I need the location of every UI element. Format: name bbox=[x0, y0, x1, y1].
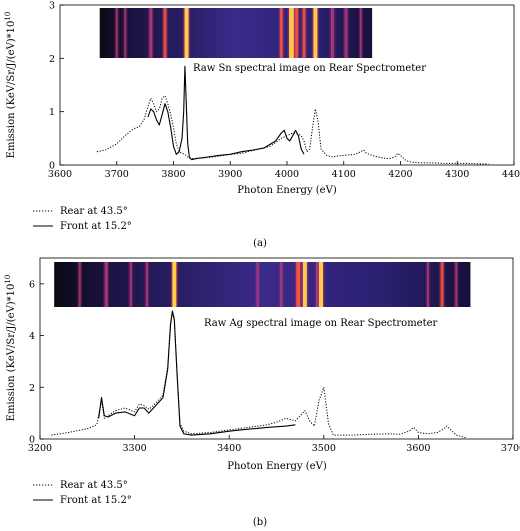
y-tick-label: 1 bbox=[49, 107, 55, 118]
series-line-front bbox=[147, 65, 305, 161]
x-tick-label: 3600 bbox=[48, 169, 72, 180]
y-tick-label: 2 bbox=[49, 54, 55, 65]
legend: Rear at 43.5° Front at 15.2° bbox=[33, 480, 132, 506]
spectral-image-label: Raw Ag spectral image on Rear Spectromet… bbox=[204, 318, 438, 329]
spectral-line bbox=[145, 262, 148, 307]
x-tick-label: 4000 bbox=[275, 169, 299, 180]
x-tick-label: 3200 bbox=[28, 443, 52, 454]
x-tick-label: 3700 bbox=[105, 169, 129, 180]
y-axis-label: Emission (KeV/Sr/J/(eV)*1010 bbox=[4, 12, 17, 159]
series-group bbox=[96, 65, 489, 165]
plot-frame bbox=[39, 257, 514, 440]
spectral-line bbox=[184, 8, 189, 58]
spectral-line bbox=[316, 262, 319, 307]
spectral-image-background bbox=[99, 8, 373, 58]
x-tick-label: 3400 bbox=[217, 443, 241, 454]
spectral-line bbox=[172, 262, 177, 307]
x-tick-label: 4200 bbox=[388, 169, 412, 180]
spectral-line bbox=[440, 262, 444, 307]
spectral-line bbox=[426, 262, 429, 307]
spectral-line bbox=[344, 8, 348, 58]
spectral-line bbox=[455, 262, 458, 307]
spectral-line bbox=[296, 262, 301, 307]
spectral-line bbox=[124, 8, 127, 58]
y-axis-label: Emission (KeV/Sr/J/(eV)*1010 bbox=[4, 275, 17, 422]
spectral-line bbox=[289, 8, 295, 58]
y-tick-label: 4 bbox=[29, 331, 35, 342]
series-line-rear bbox=[96, 95, 489, 165]
spectral-image-background bbox=[54, 262, 471, 307]
legend-label-rear: Rear at 43.5° bbox=[60, 206, 128, 217]
series-group bbox=[51, 310, 466, 439]
spectral-line bbox=[163, 8, 167, 58]
spectral-line bbox=[302, 8, 306, 58]
spectral-line bbox=[359, 8, 362, 58]
series-line-rear bbox=[51, 311, 466, 439]
spectral-line bbox=[330, 8, 334, 58]
legend-label-front: Front at 15.2° bbox=[60, 495, 132, 506]
x-tick-label: 3500 bbox=[312, 443, 336, 454]
x-tick-label: 3900 bbox=[218, 169, 242, 180]
legend-label-rear: Rear at 43.5° bbox=[60, 480, 128, 491]
spectral-image bbox=[99, 8, 373, 58]
x-tick-label: 3700 bbox=[501, 443, 520, 454]
spectral-line bbox=[104, 262, 108, 307]
spectral-line bbox=[318, 262, 323, 307]
series-line-front bbox=[98, 310, 296, 436]
y-tick-label: 0 bbox=[49, 161, 55, 172]
legend: Rear at 43.5° Front at 15.2° bbox=[33, 206, 132, 232]
y-tick-label: 6 bbox=[29, 279, 35, 290]
panel-caption: (a) bbox=[253, 238, 267, 249]
x-tick-label: 3300 bbox=[123, 443, 147, 454]
panel-b: Raw Ag spectral image on Rear Spectromet… bbox=[4, 257, 520, 528]
spectral-line bbox=[313, 8, 318, 58]
x-axis-label: Photon Energy (eV) bbox=[237, 185, 337, 196]
x-axis-label: Photon Energy (eV) bbox=[227, 461, 327, 472]
spectral-line bbox=[78, 262, 81, 307]
panel-a: Raw Sn spectral image on Rear Spectromet… bbox=[4, 1, 520, 250]
spectral-line bbox=[256, 262, 259, 307]
spectral-line bbox=[149, 8, 153, 58]
spectral-line bbox=[279, 8, 283, 58]
spectral-line bbox=[115, 8, 118, 58]
x-tick-label: 3800 bbox=[161, 169, 185, 180]
y-tick-label: 2 bbox=[29, 383, 35, 394]
spectral-image bbox=[54, 262, 471, 307]
x-tick-label: 3600 bbox=[406, 443, 430, 454]
spectral-line bbox=[129, 262, 132, 307]
axis-ticks: 3200 3300 3400 3500 3600 3700 0 2 4 6 bbox=[28, 279, 520, 454]
legend-label-front: Front at 15.2° bbox=[60, 221, 132, 232]
x-tick-label: 4300 bbox=[445, 169, 469, 180]
panel-caption: (b) bbox=[253, 517, 267, 528]
spectral-image-label: Raw Sn spectral image on Rear Spectromet… bbox=[193, 63, 426, 74]
y-tick-label: 0 bbox=[29, 435, 35, 446]
spectral-line bbox=[295, 8, 299, 58]
y-tick-label: 3 bbox=[49, 1, 55, 12]
spectral-line bbox=[280, 262, 283, 307]
x-tick-label: 4100 bbox=[332, 169, 356, 180]
spectral-line bbox=[302, 262, 307, 307]
